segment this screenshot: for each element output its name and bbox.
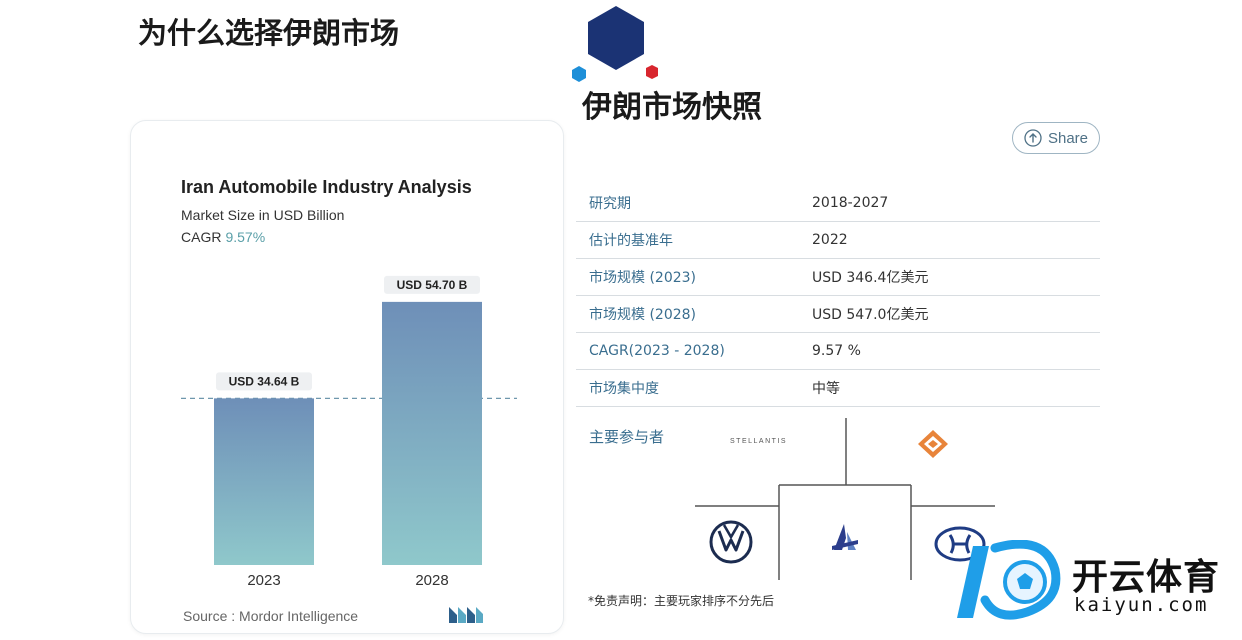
share-button[interactable]: Share (1012, 122, 1100, 154)
saipa-logo (918, 430, 948, 458)
tick-label: 2028 (415, 572, 448, 589)
chart-card: Iran Automobile Industry Analysis Market… (130, 120, 564, 634)
table-row: CAGR(2023 - 2028) 9.57 % (576, 333, 1100, 370)
table-row: 市场规模 (2028) USD 547.0亿美元 (576, 296, 1100, 333)
row-label: 研究期 (589, 196, 631, 212)
row-value: USD 346.4亿美元 (812, 270, 929, 286)
share-icon (1024, 129, 1042, 147)
row-label: 估计的基准年 (589, 233, 673, 249)
kaiyun-logo (957, 540, 1061, 620)
cagr-value: 9.57% (225, 229, 266, 245)
row-label: 市场规模 (2028) (589, 307, 697, 323)
hyundai-logo (934, 526, 986, 562)
row-value: 中等 (812, 381, 840, 397)
snapshot-table: 研究期 2018-2027 估计的基准年 2022 市场规模 (2023) US… (576, 185, 1100, 407)
volkswagen-logo (709, 520, 753, 564)
row-label: CAGR(2023 - 2028) (589, 343, 725, 359)
data-label: USD 54.70 B (397, 278, 468, 292)
stellantis-logo: STELLANTIS (730, 438, 788, 445)
row-value: 2018-2027 (812, 195, 889, 211)
hexagon-logo (572, 6, 658, 82)
bar-2023 (214, 398, 314, 565)
chart-subtitle: Market Size in USD Billion (181, 207, 345, 223)
row-value: 2022 (812, 232, 848, 248)
chart-title: Iran Automobile Industry Analysis (181, 177, 472, 197)
snapshot-title: 伊朗市场快照 (582, 90, 762, 125)
disclaimer: *免责声明：主要玩家排序不分先后 (588, 594, 775, 608)
data-label-bg (384, 275, 480, 294)
row-label: 市场规模 (2023) (589, 270, 697, 286)
key-players-label: 主要参与者 (589, 428, 665, 446)
table-row: 市场集中度 中等 (576, 370, 1100, 407)
share-label: Share (1047, 129, 1089, 147)
players-diagram (695, 418, 995, 580)
table-row: 估计的基准年 2022 (576, 222, 1100, 259)
cagr-label: CAGR (181, 229, 222, 245)
watermark-title: 开云体育 (1072, 557, 1221, 598)
row-value: USD 547.0亿美元 (812, 307, 929, 323)
bar-2028 (382, 301, 482, 565)
page-title: 为什么选择伊朗市场 (138, 16, 400, 50)
chart-cagr: CAGR 9.57% (181, 229, 265, 245)
data-label: USD 34.64 B (229, 374, 300, 388)
data-label-bg (216, 372, 312, 391)
watermark-domain: kaiyun.com (1074, 594, 1209, 616)
iran-khodro-logo (832, 524, 858, 550)
row-label: 市场集中度 (589, 381, 659, 397)
mordor-intelligence-logo (449, 607, 483, 623)
bar-chart: USD 34.64 B 2023 USD 54.70 B 2028 (181, 275, 517, 589)
tick-label: 2023 (247, 572, 280, 589)
chart-source: Source : Mordor Intelligence (183, 608, 359, 624)
table-row: 研究期 2018-2027 (576, 185, 1100, 222)
table-row: 市场规模 (2023) USD 346.4亿美元 (576, 259, 1100, 296)
row-value: 9.57 % (812, 343, 861, 359)
